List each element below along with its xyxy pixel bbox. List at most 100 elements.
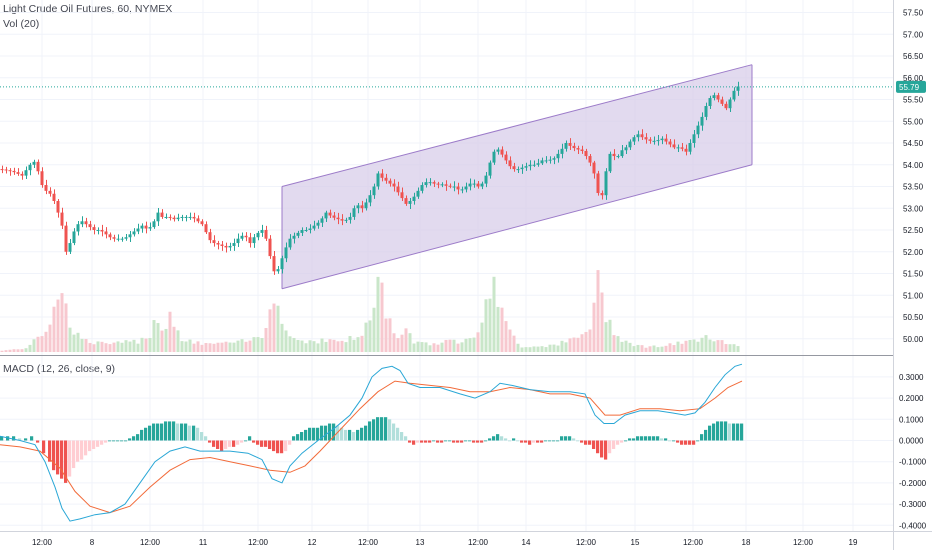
histogram-bar: [36, 440, 40, 443]
candle-body: [40, 171, 44, 186]
candle-body: [236, 238, 240, 244]
histogram-bar: [684, 440, 688, 445]
histogram-bar: [660, 438, 664, 441]
price-tick-label: 50.50: [903, 313, 924, 322]
volume-bar: [396, 338, 400, 352]
candle-body: [564, 143, 568, 149]
histogram-bar: [536, 440, 540, 443]
volume-bar: [264, 327, 268, 352]
histogram-bar: [392, 423, 396, 441]
candle-body: [684, 148, 688, 152]
histogram-bar: [276, 440, 280, 454]
candle-body: [84, 221, 88, 225]
candle-body: [444, 184, 448, 186]
histogram-bar: [388, 419, 392, 441]
volume-bar: [688, 339, 692, 352]
macd-tick-label: 0.3000: [899, 373, 924, 382]
candle-body: [428, 182, 432, 184]
price-tick-label: 56.00: [903, 74, 924, 83]
volume-bar: [472, 337, 476, 352]
price-tick-label: 57.00: [903, 30, 924, 39]
histogram-bar: [692, 440, 696, 445]
candle-body: [724, 103, 728, 109]
candle-body: [136, 228, 140, 232]
histogram-bar: [148, 425, 152, 441]
histogram-bar: [716, 421, 720, 441]
candle-body: [608, 153, 612, 172]
candle-body: [344, 219, 348, 221]
parallel-channel[interactable]: [281, 64, 753, 290]
candle-body: [728, 99, 732, 109]
price-pane[interactable]: [0, 64, 893, 352]
volume-bar: [692, 339, 696, 352]
histogram-bar: [116, 440, 120, 442]
candle-body: [372, 186, 376, 196]
candle-body: [652, 140, 656, 142]
macd-axis[interactable]: 0.3000 0.2000 0.1000 0.0000 -0.1000 -0.2000 -0…: [899, 373, 927, 530]
histogram-bar: [532, 440, 536, 443]
candle-body: [560, 148, 564, 154]
histogram-bar: [516, 440, 520, 442]
histogram-bar: [428, 440, 432, 443]
histogram-bar: [484, 440, 488, 442]
histogram-bar: [316, 427, 320, 441]
candle-body: [320, 218, 324, 223]
histogram-bar: [264, 440, 268, 447]
candle-body: [332, 215, 336, 218]
histogram-bar: [404, 436, 408, 441]
macd-tick-label: 0.1000: [899, 415, 924, 424]
candle-body: [476, 183, 480, 187]
volume-bar: [440, 342, 444, 352]
candle-body: [416, 190, 420, 197]
candle-body: [484, 175, 488, 184]
histogram-bar: [556, 440, 560, 442]
time-tick-label: 12:00: [576, 538, 597, 547]
volume-bar: [380, 282, 384, 352]
histogram-bar: [608, 440, 612, 454]
histogram-bar: [176, 423, 180, 441]
candle-body: [288, 238, 292, 248]
volume-bar: [76, 332, 80, 352]
volume-bar: [44, 331, 48, 352]
macd-legend: MACD (12, 26, close, 9): [3, 363, 116, 375]
volume-bar: [328, 339, 332, 352]
candle-body: [296, 232, 300, 236]
price-axis[interactable]: 57.50 57.00 56.50 56.00 55.50 55.00 54.50 54.00…: [903, 9, 924, 344]
grid: [0, 0, 893, 531]
volume-bar: [416, 341, 420, 352]
histogram-bar: [464, 440, 468, 442]
histogram-bar: [192, 425, 196, 441]
volume-bar: [24, 348, 28, 352]
macd-pane[interactable]: [0, 363, 744, 522]
time-axis[interactable]: 12:00 8 12:00 11 12:00 12 12:00 13 12:00 14 12:00 1…: [32, 538, 858, 547]
histogram-bar: [204, 436, 208, 441]
candle-body: [556, 153, 560, 159]
candle-body: [208, 232, 212, 241]
histogram-bar: [488, 438, 492, 441]
histogram-bar: [436, 440, 440, 443]
candle-body: [720, 99, 724, 104]
histogram-bar: [592, 440, 596, 449]
volume-bar: [504, 321, 508, 352]
volume-bar: [420, 342, 424, 352]
price-tick-label: 53.50: [903, 183, 924, 192]
channel-fill: [282, 64, 752, 289]
candle-body: [280, 258, 284, 270]
volume-bar: [320, 338, 324, 352]
volume-bar: [636, 344, 640, 352]
candle-body: [460, 189, 464, 191]
candle-body: [488, 162, 492, 176]
volume-bar: [496, 306, 500, 352]
histogram-bar: [524, 440, 528, 443]
candle-body: [244, 235, 248, 238]
candle-body: [116, 238, 120, 240]
time-tick-label: 11: [199, 538, 208, 547]
price-tick-label: 50.00: [903, 335, 924, 344]
volume-bar: [304, 343, 308, 352]
volume-bar: [700, 337, 704, 352]
candle-body: [44, 185, 48, 191]
candle-body: [472, 183, 476, 185]
histogram-bar: [0, 436, 4, 441]
histogram-bar: [640, 436, 644, 441]
